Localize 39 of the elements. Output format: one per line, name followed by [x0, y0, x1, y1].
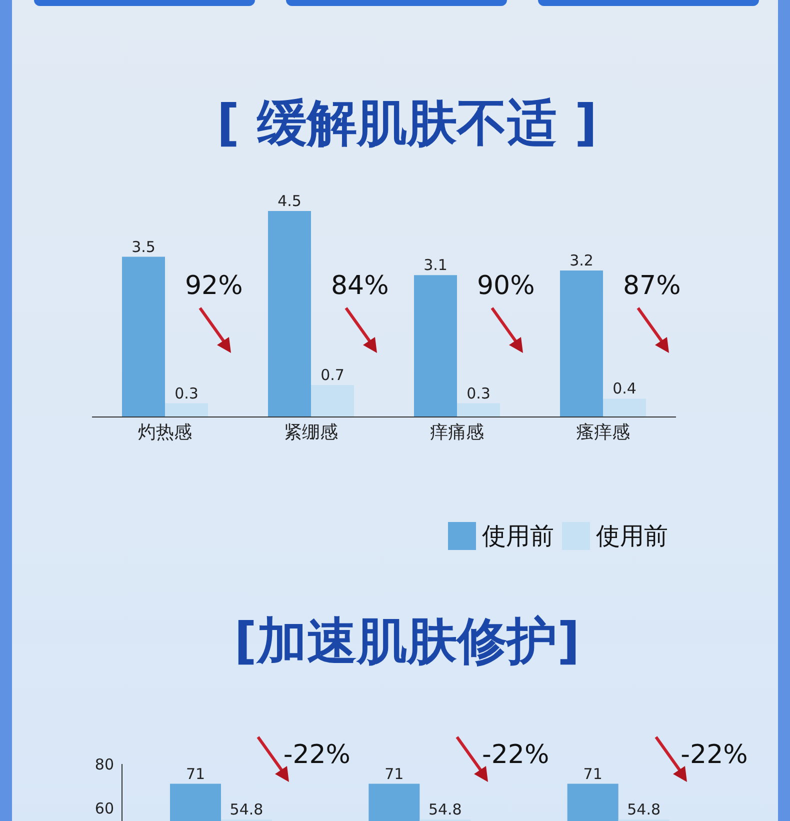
data-label: 4.5 [278, 192, 302, 210]
y-tick-label: 80 [94, 755, 114, 774]
data-label: 3.1 [424, 256, 448, 274]
annotation: -22% [482, 740, 550, 770]
bar [457, 403, 500, 417]
x-tick-label: 瘙痒感 [576, 422, 630, 443]
x-tick-label: 痒痛感 [430, 422, 484, 443]
chart-title: [ 缓解肌肤不适 ] [216, 93, 598, 154]
bar [311, 384, 354, 417]
x-tick-label: 紧绷感 [284, 422, 338, 443]
bar [603, 398, 646, 417]
data-label: 0.4 [612, 380, 636, 398]
data-label: 71 [186, 764, 206, 783]
annotation: 90% [477, 271, 535, 301]
legend-label: 使用前 [596, 521, 668, 552]
bar [268, 211, 311, 417]
annotation: 84% [331, 271, 389, 301]
data-label: 71 [384, 764, 404, 783]
data-label: 71 [583, 764, 602, 783]
data-label: 3.5 [132, 238, 156, 256]
annotation: -22% [283, 740, 350, 770]
annotation: -22% [680, 740, 748, 770]
data-label: 54.8 [627, 800, 661, 818]
chart-title: [加速肌肤修护] [233, 611, 581, 672]
annotation: 92% [185, 271, 243, 301]
bar [414, 275, 457, 417]
annotation: 87% [623, 271, 681, 301]
bar [165, 403, 208, 417]
data-label: 0.7 [320, 366, 344, 384]
bar [560, 270, 603, 417]
data-label: 54.8 [428, 800, 462, 818]
data-label: 0.3 [174, 384, 198, 402]
y-tick-label: 60 [94, 799, 114, 818]
legend-label: 使用前 [482, 521, 554, 552]
data-label: 0.3 [466, 384, 490, 402]
bar [122, 256, 165, 417]
data-label: 54.8 [230, 800, 264, 818]
x-tick-label: 灼热感 [138, 422, 192, 443]
data-label: 3.2 [570, 252, 594, 270]
